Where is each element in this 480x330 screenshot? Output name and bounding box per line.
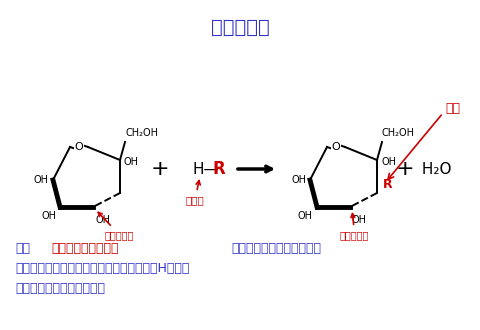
Text: O: O: [332, 142, 340, 152]
Text: H₂O: H₂O: [417, 161, 452, 177]
Text: CH₂OH: CH₂OH: [125, 128, 158, 138]
Text: 水缩合反应，则会形成苷。: 水缩合反应，则会形成苷。: [15, 282, 105, 295]
Text: 糖的: 糖的: [15, 242, 30, 255]
Text: 半缩醛（或酮）羟基: 半缩醛（或酮）羟基: [51, 242, 119, 255]
Text: CH₂OH: CH₂OH: [382, 128, 415, 138]
Text: 端基碳原子: 端基碳原子: [98, 213, 134, 240]
Text: 端基碳原子: 端基碳原子: [340, 214, 370, 240]
Text: 与另一个分子（如醇、糖、: 与另一个分子（如醇、糖、: [231, 242, 321, 255]
Text: OH: OH: [352, 215, 367, 225]
Text: OH: OH: [95, 215, 110, 225]
Text: OH: OH: [34, 175, 49, 185]
Text: 糖成苷反应: 糖成苷反应: [211, 18, 269, 37]
Text: 嘌呤或嘧啶）的羟基、胺基或巯基上的活性H发生脱: 嘌呤或嘧啶）的羟基、胺基或巯基上的活性H发生脱: [15, 262, 190, 275]
Text: R: R: [383, 179, 393, 191]
Text: OH: OH: [298, 211, 313, 221]
Text: +: +: [151, 159, 169, 179]
Text: 苷元: 苷元: [445, 102, 460, 115]
Text: OH: OH: [124, 157, 139, 167]
Text: OH: OH: [381, 157, 396, 167]
Text: O: O: [74, 142, 84, 152]
Text: R: R: [212, 160, 225, 178]
Text: OH: OH: [41, 211, 56, 221]
Text: 活性氢: 活性氢: [186, 181, 204, 205]
Text: H—: H—: [193, 161, 220, 177]
Text: OH: OH: [291, 175, 306, 185]
Text: +: +: [396, 159, 414, 179]
